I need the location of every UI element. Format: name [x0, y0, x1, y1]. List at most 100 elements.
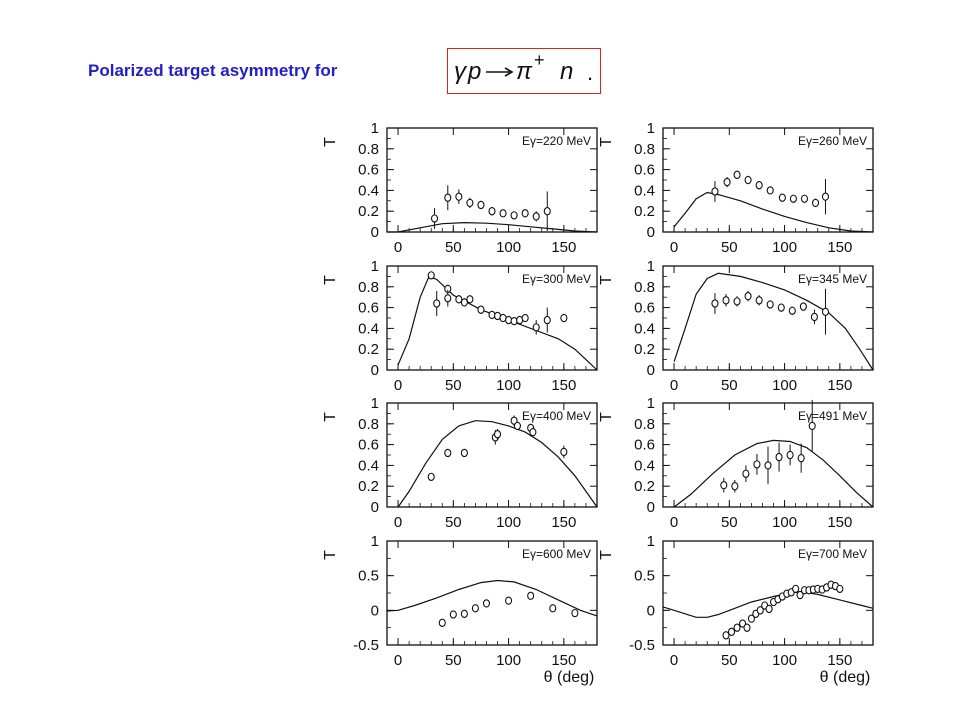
- y-axis-label: T: [322, 412, 339, 422]
- data-point: [482, 599, 491, 608]
- y-tick-label: 0.8: [634, 141, 655, 158]
- x-tick-label: 150: [551, 652, 576, 669]
- data-point: [733, 170, 741, 179]
- y-tick-label: 1: [647, 395, 655, 412]
- y-tick-label: 0.6: [634, 437, 655, 454]
- x-tick-label: 0: [670, 514, 678, 531]
- data-point: [493, 430, 502, 439]
- data-point: [766, 300, 774, 309]
- y-tick-label: 0.8: [358, 279, 379, 296]
- energy-label: Eγ=300 MeV: [522, 272, 591, 286]
- y-axis-label: T: [598, 137, 615, 147]
- data-point: [836, 584, 844, 593]
- energy-label: Eγ=220 MeV: [522, 134, 591, 148]
- page-title: Polarized target asymmetry for: [88, 61, 338, 80]
- x-tick-label: 50: [721, 377, 738, 394]
- y-tick-label: 0.2: [358, 341, 379, 358]
- data-point: [775, 452, 783, 462]
- y-tick-label: 1: [371, 395, 379, 412]
- data-point: [733, 297, 741, 306]
- y-tick-label: 0: [647, 362, 655, 379]
- data-point: [513, 421, 521, 431]
- x-tick-label: 100: [496, 377, 521, 394]
- y-tick-label: 0.4: [358, 320, 379, 337]
- data-point: [560, 313, 568, 323]
- data-point: [529, 427, 537, 437]
- data-point: [460, 448, 468, 458]
- x-tick-label: 50: [721, 239, 738, 256]
- data-point: [797, 453, 805, 463]
- data-point: [777, 303, 785, 312]
- data-point: [505, 596, 513, 605]
- y-tick-label: 0.4: [634, 182, 655, 199]
- x-axis-label: θ (deg): [820, 669, 871, 686]
- x-tick-label: 150: [827, 514, 852, 531]
- data-point: [722, 631, 730, 640]
- x-tick-label: 100: [772, 239, 797, 256]
- x-tick-label: 100: [496, 239, 521, 256]
- theory-curve: [673, 191, 874, 233]
- data-point: [720, 481, 728, 490]
- data-point: [808, 421, 816, 431]
- formula-gamma: γ: [454, 58, 468, 85]
- x-tick-label: 100: [772, 377, 797, 394]
- theory-curve: [673, 439, 874, 508]
- data-point: [744, 175, 752, 185]
- x-tick-label: 50: [721, 652, 738, 669]
- x-tick-label: 150: [827, 377, 852, 394]
- y-tick-label: 0.8: [634, 279, 655, 296]
- y-tick-label: 0.8: [634, 416, 655, 433]
- data-point: [543, 207, 551, 216]
- y-tick-label: -0.5: [629, 637, 655, 654]
- data-point: [438, 618, 446, 627]
- theory-curve: [386, 579, 598, 617]
- x-tick-label: 0: [670, 377, 678, 394]
- data-point: [444, 448, 452, 458]
- data-point: [477, 305, 485, 314]
- data-point: [742, 469, 750, 478]
- data-point: [722, 296, 730, 305]
- energy-label: Eγ=700 MeV: [798, 547, 867, 561]
- x-tick-label: 150: [827, 652, 852, 669]
- y-axis-label: T: [322, 275, 339, 285]
- data-point: [743, 623, 751, 632]
- data-point: [471, 604, 479, 613]
- y-tick-label: 0.2: [634, 478, 655, 495]
- formula-dot: .: [587, 60, 593, 85]
- data-point: [466, 198, 474, 208]
- energy-label: Eγ=491 MeV: [798, 409, 867, 423]
- chart-panel: 0 0.2 0.4 0.6 0.8 1 0 50 100 150 T Eγ=400 MeV: [322, 395, 598, 531]
- y-tick-label: 1: [371, 120, 379, 137]
- data-point: [810, 312, 818, 322]
- y-tick-label: 0.2: [634, 341, 655, 358]
- x-tick-label: 50: [445, 652, 462, 669]
- chart-panel: -0.5 0 0.5 1 0 50 100 150 T Eγ=700 MeV θ (deg): [598, 533, 874, 686]
- formula-svg: γ p π + n .: [454, 50, 593, 85]
- chart-panel: 0 0.2 0.4 0.6 0.8 1 0 50 100 150 T Eγ=220 MeV: [322, 120, 598, 256]
- data-point: [444, 193, 452, 202]
- x-tick-label: 50: [445, 377, 462, 394]
- data-point: [744, 292, 752, 301]
- theory-curve: [397, 420, 598, 508]
- y-tick-label: 0: [371, 362, 379, 379]
- data-point: [778, 193, 786, 202]
- x-tick-label: 100: [496, 652, 521, 669]
- data-point: [466, 295, 474, 304]
- x-tick-label: 0: [394, 377, 402, 394]
- data-point: [756, 606, 764, 615]
- energy-label: Eγ=400 MeV: [522, 409, 591, 423]
- data-point: [477, 200, 485, 210]
- data-point: [821, 192, 830, 201]
- theory-curve: [662, 590, 874, 618]
- data-point: [766, 186, 774, 195]
- formula-p: p: [467, 58, 481, 85]
- theory-curve: [397, 275, 598, 371]
- y-tick-label: 1: [371, 533, 379, 550]
- data-point: [792, 584, 800, 593]
- data-point: [800, 194, 809, 203]
- data-point: [532, 323, 540, 332]
- x-tick-label: 0: [394, 652, 402, 669]
- data-point: [455, 192, 463, 201]
- data-point: [532, 212, 540, 221]
- y-tick-label: 0.4: [634, 320, 655, 337]
